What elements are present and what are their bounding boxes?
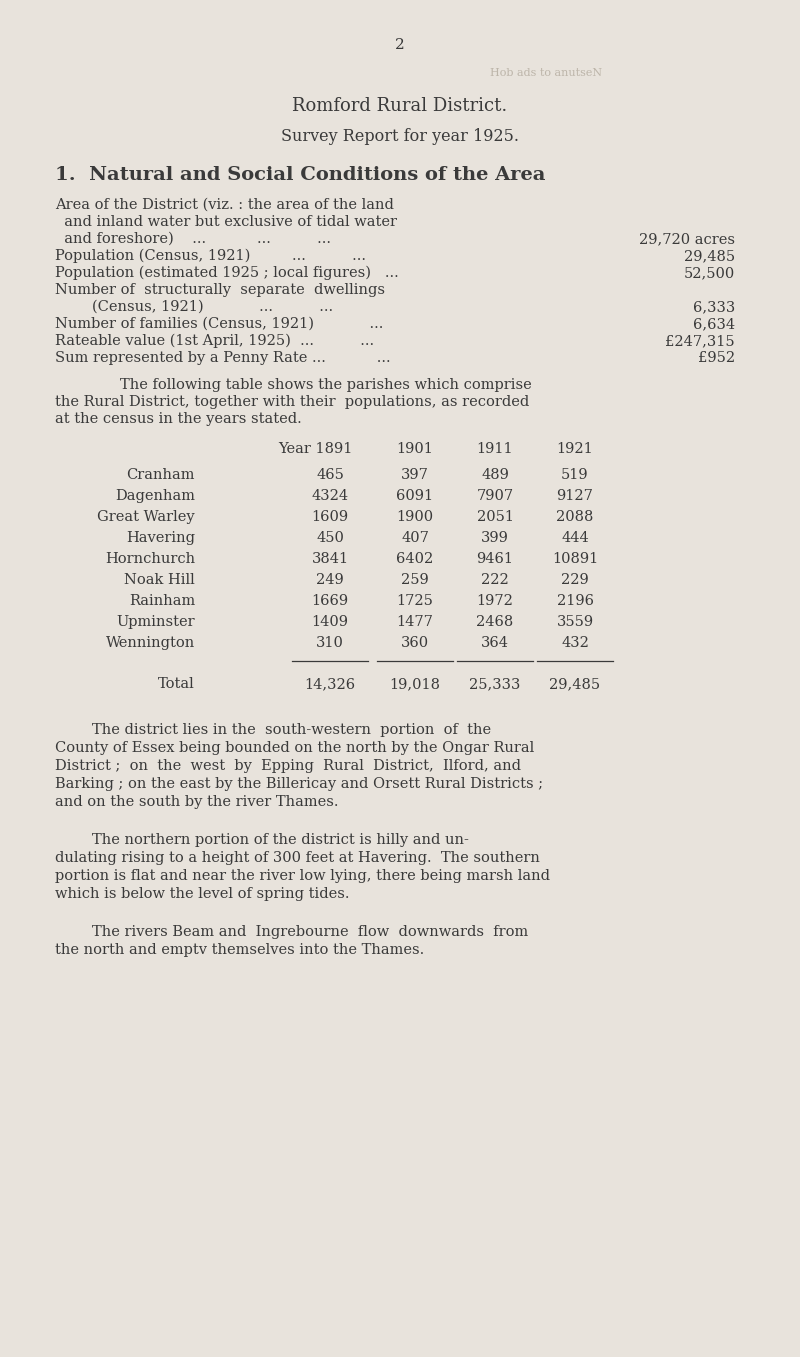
Text: The following table shows the parishes which comprise: The following table shows the parishes w…: [120, 379, 532, 392]
Text: Number of families (Census, 1921)            ...: Number of families (Census, 1921) ...: [55, 318, 383, 331]
Text: 29,485: 29,485: [684, 248, 735, 263]
Text: District ;  on  the  west  by  Epping  Rural  District,  Ilford, and: District ; on the west by Epping Rural D…: [55, 759, 521, 773]
Text: 10891: 10891: [552, 552, 598, 566]
Text: Hornchurch: Hornchurch: [105, 552, 195, 566]
Text: 6,333: 6,333: [693, 300, 735, 313]
Text: 1972: 1972: [477, 594, 514, 608]
Text: which is below the level of spring tides.: which is below the level of spring tides…: [55, 887, 350, 901]
Text: The district lies in the  south-western  portion  of  the: The district lies in the south-western p…: [55, 723, 491, 737]
Text: Wennington: Wennington: [106, 636, 195, 650]
Text: 14,326: 14,326: [305, 677, 355, 691]
Text: 222: 222: [481, 573, 509, 588]
Text: Barking ; on the east by the Billericay and Orsett Rural Districts ;: Barking ; on the east by the Billericay …: [55, 778, 543, 791]
Text: 1911: 1911: [477, 442, 514, 456]
Text: 2051: 2051: [477, 510, 514, 524]
Text: at the census in the years stated.: at the census in the years stated.: [55, 413, 302, 426]
Text: 364: 364: [481, 636, 509, 650]
Text: 432: 432: [561, 636, 589, 650]
Text: Great Warley: Great Warley: [98, 510, 195, 524]
Text: 2: 2: [395, 38, 405, 52]
Text: 519: 519: [561, 468, 589, 482]
Text: 1900: 1900: [397, 510, 434, 524]
Text: Rainham: Rainham: [129, 594, 195, 608]
Text: 1669: 1669: [311, 594, 349, 608]
Text: 489: 489: [481, 468, 509, 482]
Text: Havering: Havering: [126, 531, 195, 546]
Text: Total: Total: [158, 677, 195, 691]
Text: 397: 397: [401, 468, 429, 482]
Text: Hob ads to anutseN: Hob ads to anutseN: [490, 68, 602, 77]
Text: 2196: 2196: [557, 594, 594, 608]
Text: 4324: 4324: [311, 489, 349, 503]
Text: the Rural District, together with their  populations, as recorded: the Rural District, together with their …: [55, 395, 530, 408]
Text: Romford Rural District.: Romford Rural District.: [292, 96, 508, 115]
Text: and inland water but exclusive of tidal water: and inland water but exclusive of tidal …: [55, 214, 397, 229]
Text: 1.  Natural and Social Conditions of the Area: 1. Natural and Social Conditions of the …: [55, 166, 546, 185]
Text: Sum represented by a Penny Rate ...           ...: Sum represented by a Penny Rate ... ...: [55, 351, 390, 365]
Text: 19,018: 19,018: [390, 677, 441, 691]
Text: 229: 229: [561, 573, 589, 588]
Text: 1725: 1725: [397, 594, 434, 608]
Text: £247,315: £247,315: [666, 334, 735, 347]
Text: 407: 407: [401, 531, 429, 546]
Text: 3559: 3559: [557, 615, 594, 630]
Text: 3841: 3841: [311, 552, 349, 566]
Text: 1409: 1409: [311, 615, 349, 630]
Text: County of Essex being bounded on the north by the Ongar Rural: County of Essex being bounded on the nor…: [55, 741, 534, 754]
Text: portion is flat and near the river low lying, there being marsh land: portion is flat and near the river low l…: [55, 868, 550, 883]
Text: 25,333: 25,333: [470, 677, 521, 691]
Text: 1921: 1921: [557, 442, 594, 456]
Text: 6091: 6091: [397, 489, 434, 503]
Text: 29,485: 29,485: [550, 677, 601, 691]
Text: Population (estimated 1925 ; local figures)   ...: Population (estimated 1925 ; local figur…: [55, 266, 398, 281]
Text: Number of  structurally  separate  dwellings: Number of structurally separate dwelling…: [55, 284, 385, 297]
Text: 249: 249: [316, 573, 344, 588]
Text: dulating rising to a height of 300 feet at Havering.  The southern: dulating rising to a height of 300 feet …: [55, 851, 540, 864]
Text: Cranham: Cranham: [126, 468, 195, 482]
Text: 52,500: 52,500: [684, 266, 735, 280]
Text: 259: 259: [401, 573, 429, 588]
Text: Survey Report for year 1925.: Survey Report for year 1925.: [281, 128, 519, 145]
Text: Year 1891: Year 1891: [278, 442, 352, 456]
Text: the north and emptv themselves into the Thames.: the north and emptv themselves into the …: [55, 943, 424, 957]
Text: £952: £952: [698, 351, 735, 365]
Text: 2088: 2088: [556, 510, 594, 524]
Text: 1477: 1477: [397, 615, 434, 630]
Text: 399: 399: [481, 531, 509, 546]
Text: 6,634: 6,634: [693, 318, 735, 331]
Text: 444: 444: [561, 531, 589, 546]
Text: Area of the District (viz. : the area of the land: Area of the District (viz. : the area of…: [55, 198, 394, 212]
Text: 360: 360: [401, 636, 429, 650]
Text: Population (Census, 1921)         ...          ...: Population (Census, 1921) ... ...: [55, 248, 366, 263]
Text: and foreshore)    ...           ...          ...: and foreshore) ... ... ...: [55, 232, 331, 246]
Text: and on the south by the river Thames.: and on the south by the river Thames.: [55, 795, 338, 809]
Text: 9461: 9461: [477, 552, 514, 566]
Text: 6402: 6402: [396, 552, 434, 566]
Text: 2468: 2468: [476, 615, 514, 630]
Text: Upminster: Upminster: [116, 615, 195, 630]
Text: 29,720 acres: 29,720 acres: [639, 232, 735, 246]
Text: 465: 465: [316, 468, 344, 482]
Text: 7907: 7907: [477, 489, 514, 503]
Text: 1609: 1609: [311, 510, 349, 524]
Text: 450: 450: [316, 531, 344, 546]
Text: (Census, 1921)            ...          ...: (Census, 1921) ... ...: [55, 300, 333, 313]
Text: 1901: 1901: [397, 442, 434, 456]
Text: 310: 310: [316, 636, 344, 650]
Text: Rateable value (1st April, 1925)  ...          ...: Rateable value (1st April, 1925) ... ...: [55, 334, 374, 349]
Text: Dagenham: Dagenham: [115, 489, 195, 503]
Text: 9127: 9127: [557, 489, 594, 503]
Text: The rivers Beam and  Ingrebourne  flow  downwards  from: The rivers Beam and Ingrebourne flow dow…: [55, 925, 528, 939]
Text: Noak Hill: Noak Hill: [124, 573, 195, 588]
Text: The northern portion of the district is hilly and un-: The northern portion of the district is …: [55, 833, 469, 847]
